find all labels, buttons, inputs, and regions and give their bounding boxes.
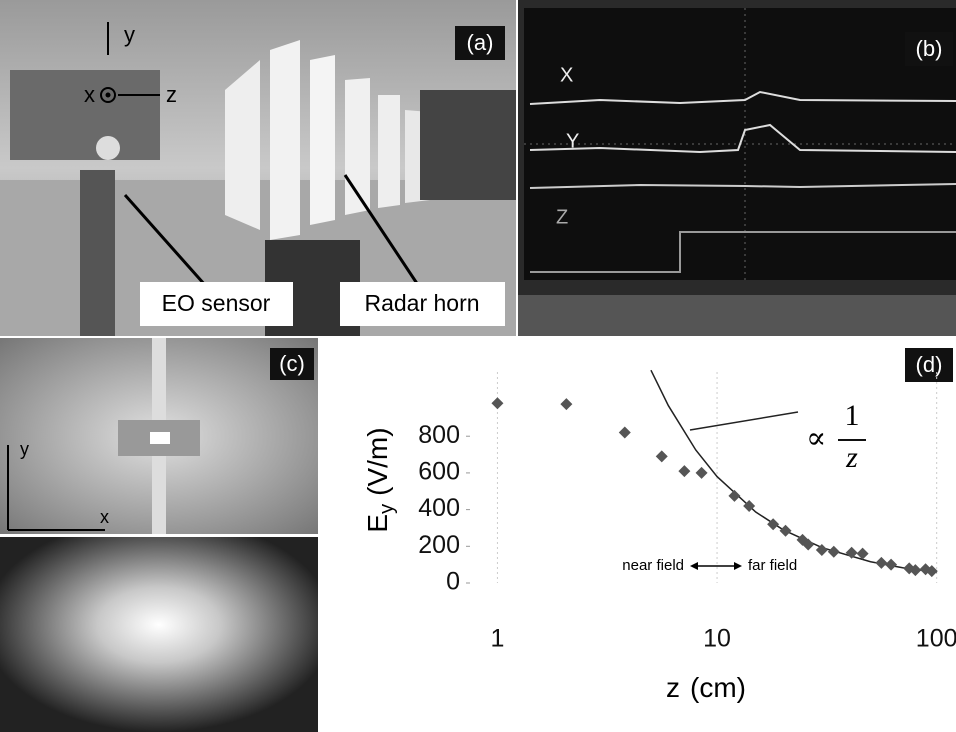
axis-label: y xyxy=(124,22,135,47)
x-label: z xyxy=(666,672,680,703)
chart-background xyxy=(322,338,956,732)
callout: EO sensor xyxy=(162,290,271,316)
axis-label: x xyxy=(100,507,109,527)
y-tick-label: 600 xyxy=(418,458,460,486)
panel-a: y x z EO sensor Radar horn (a) xyxy=(0,0,516,336)
y-tick-label: 0 xyxy=(446,568,460,596)
panel-label: (d) xyxy=(916,352,943,377)
fit-numerator: 1 xyxy=(845,399,860,432)
trace-label: Z xyxy=(556,206,568,228)
fit-denominator: z xyxy=(845,441,858,474)
axis-label: x xyxy=(84,82,95,107)
axis-label: y xyxy=(20,439,29,459)
panel-label: (a) xyxy=(467,30,494,55)
x-unit: (cm) xyxy=(690,672,746,703)
axis-label: z xyxy=(166,82,177,107)
trees xyxy=(420,90,516,200)
y-tick-label: 400 xyxy=(418,494,460,522)
absorber xyxy=(378,95,400,208)
y-tick-label: 200 xyxy=(418,531,460,559)
y-unit: (V/m) xyxy=(362,427,393,495)
panel-d: (d) Ey (V/m) z (cm) ∝ 1 z near field far f… xyxy=(322,338,956,732)
field-map xyxy=(0,537,318,732)
figure: y x z EO sensor Radar horn (a) X Y Z (b) xyxy=(0,0,956,732)
scope-menu xyxy=(518,295,956,336)
sensor xyxy=(96,136,120,160)
panel-label: (b) xyxy=(916,36,943,61)
x-tick-label: 10 xyxy=(703,625,731,653)
absorber xyxy=(225,60,260,230)
x-axis-title: z (cm) xyxy=(666,672,746,703)
y-subscript: y xyxy=(376,504,398,514)
panel-c: y x (c) xyxy=(0,338,318,732)
panel-b: X Y Z (b) xyxy=(518,0,956,336)
x-tick-label: 100 xyxy=(916,625,956,653)
absorber xyxy=(310,55,335,225)
x-tick-label: 1 xyxy=(490,625,504,653)
y-tick-label: 800 xyxy=(418,421,460,449)
fit-symbol: ∝ xyxy=(806,421,826,456)
trace-label: X xyxy=(560,64,573,86)
y-axis-title: Ey (V/m) xyxy=(362,427,398,532)
horn-feature xyxy=(150,432,170,444)
region-label: far field xyxy=(748,557,797,574)
y-label: E xyxy=(362,514,393,533)
callout: Radar horn xyxy=(364,290,479,316)
trace-label: Y xyxy=(566,130,579,152)
axis-dot xyxy=(106,93,111,98)
panel-label: (c) xyxy=(279,351,305,376)
region-label: near field xyxy=(622,557,684,574)
absorber xyxy=(270,40,300,240)
sensor-mount xyxy=(80,170,115,336)
